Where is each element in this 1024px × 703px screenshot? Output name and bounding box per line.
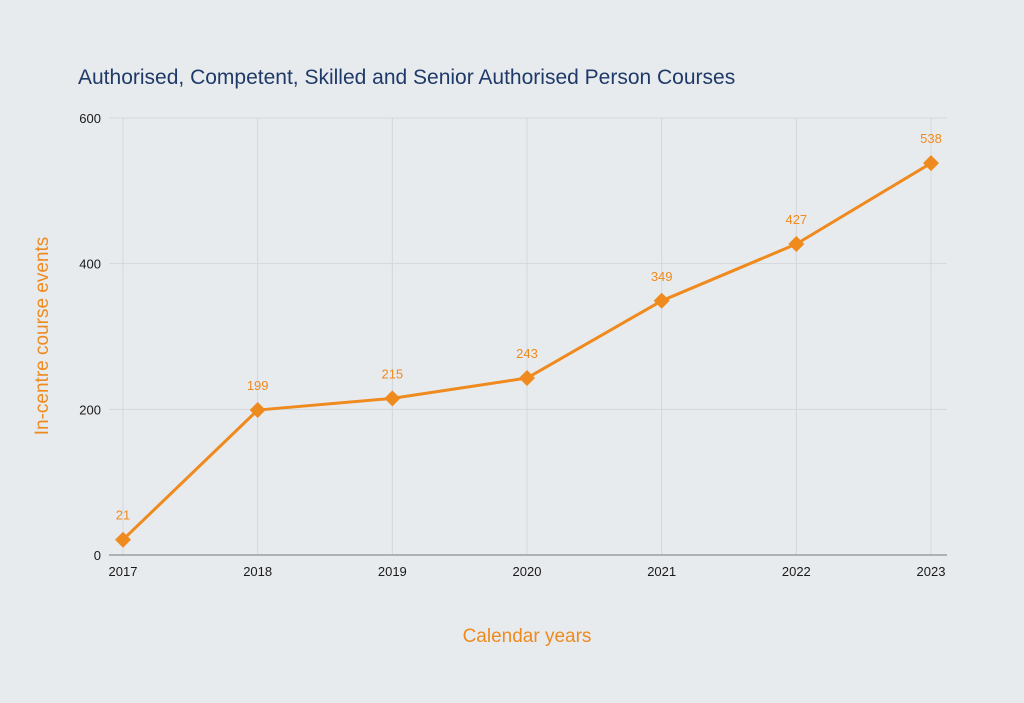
- data-point-marker: [653, 292, 670, 309]
- grid-lines: [109, 117, 947, 555]
- data-point-marker: [923, 155, 939, 172]
- y-axis-title: In-centre course events: [32, 237, 53, 436]
- data-point-marker: [115, 531, 131, 548]
- x-tick-label: 2018: [243, 564, 272, 579]
- x-tick-label: 2020: [513, 564, 542, 579]
- y-tick-label: 200: [79, 402, 101, 417]
- data-label: 538: [920, 131, 942, 146]
- x-tick-label: 2021: [647, 564, 676, 579]
- y-tick-label: 400: [79, 257, 101, 272]
- data-point-marker: [788, 236, 805, 253]
- data-label: 21: [116, 508, 130, 523]
- x-tick-label: 2022: [782, 564, 811, 579]
- axes: 0 200 400 600 2017 2018 2019 2020 2021 2022 2023: [79, 111, 947, 579]
- data-label: 349: [651, 269, 673, 284]
- data-point-marker: [384, 390, 401, 407]
- x-tick-label: 2019: [378, 564, 407, 579]
- data-point-marker: [249, 402, 266, 419]
- data-label: 243: [516, 346, 538, 361]
- x-tick-label: 2017: [109, 564, 138, 579]
- x-tick-label: 2023: [917, 564, 946, 579]
- data-label: 215: [381, 366, 403, 381]
- y-tick-label: 600: [79, 111, 101, 126]
- x-axis-title: Calendar years: [463, 626, 592, 647]
- data-label: 427: [785, 212, 807, 227]
- data-label: 199: [247, 378, 269, 393]
- chart-title: Authorised, Competent, Skilled and Senio…: [78, 66, 735, 89]
- y-tick-label: 0: [94, 548, 101, 563]
- data-series: [115, 155, 939, 548]
- data-point-marker: [519, 370, 535, 387]
- data-labels: 21 199 215 243 349 427 538: [116, 131, 942, 523]
